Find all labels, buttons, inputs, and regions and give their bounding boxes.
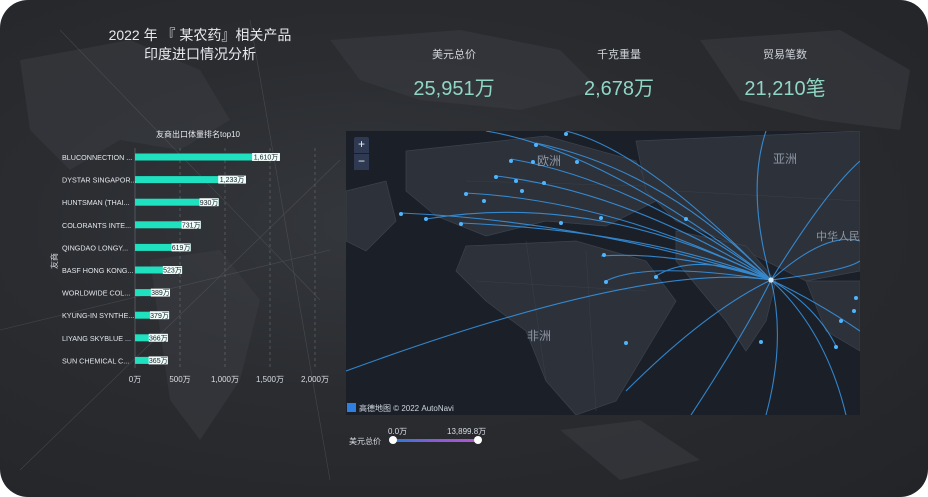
map-label-europe: 欧洲 [537, 154, 562, 168]
bar[interactable] [135, 176, 246, 184]
bar-value-label-bg [218, 175, 246, 184]
category-label: DYSTAR SINGAPOR... [62, 176, 137, 185]
kpi-label-trade-count: 贸易笔数 [763, 49, 807, 61]
category-label: SUN CHEMICAL C... [62, 356, 129, 365]
category-label: BLUCONNECTION ... [62, 153, 132, 162]
chart-title: 友商出口体量排名top10 [156, 129, 241, 139]
bar-value-label: 523万 [163, 267, 182, 275]
chart-y-axis-label: 友商 [49, 253, 59, 269]
category-label: BASF HONG KONG... [62, 266, 134, 275]
map-attribution-text: 高德地图 © 2022 AutoNavi [359, 404, 454, 413]
bar-value-label: 1,610万 [254, 154, 279, 162]
page-title-line1: 2022 年 『 某农药』相关产品 [108, 27, 292, 43]
map-label-asia: 亚洲 [773, 152, 798, 166]
legend-min-handle[interactable] [389, 436, 397, 444]
top10-bar-chart: 友商出口体量排名top10 友商 1,610万 1,233万 930万 731万 619… [49, 129, 329, 384]
bar-value-label-bg [149, 311, 170, 320]
kpi-label-usd-total: 美元总价 [432, 49, 476, 61]
kpi-value-trade-count: 21,210笔 [744, 78, 826, 100]
bar-value-label-bg [150, 288, 171, 297]
x-tick-label: 2,000万 [301, 375, 329, 384]
bar[interactable] [135, 221, 201, 229]
bar-value-label-bg [148, 333, 168, 342]
bar-value-label: 389万 [151, 289, 170, 297]
legend-gradient-bar [393, 439, 479, 442]
bar-value-label: 379万 [150, 312, 169, 320]
bar-value-label-bg [148, 356, 168, 365]
bar[interactable] [135, 243, 191, 251]
legend-label: 美元总价 [349, 437, 381, 446]
category-label: KYUNG-IN SYNTHE... [62, 311, 134, 320]
map-attribution: 高德地图 © 2022 AutoNavi [347, 403, 454, 414]
bar-value-label: 365万 [149, 357, 168, 365]
legend-max-label: 13,899.8万 [447, 427, 487, 436]
bar-value-label: 1,233万 [220, 176, 245, 184]
bar-value-label-bg [199, 198, 219, 207]
bar-value-label-bg [171, 243, 191, 252]
legend-min-label: 0.0万 [388, 427, 408, 436]
bar-value-label: 731万 [182, 221, 201, 229]
category-label: HUNTSMAN (THAI... [62, 198, 129, 207]
x-tick-label: 1,500万 [256, 375, 284, 384]
category-label: COLORANTS INTE... [62, 221, 131, 230]
bar-value-label: 366万 [149, 334, 168, 342]
bar-value-label: 619万 [172, 244, 191, 252]
category-label: QINGDAO LONGY... [62, 243, 128, 252]
x-tick-label: 500万 [169, 375, 190, 384]
map-label-china: 中华人民 [816, 231, 860, 243]
bar-value-label-bg [181, 220, 201, 229]
map-label-africa: 非洲 [527, 329, 552, 343]
map-zoom-controls: + − [354, 137, 369, 171]
kpi-value-weight: 2,678万 [583, 78, 655, 100]
kpi-label-weight: 千克重量 [597, 49, 641, 61]
x-tick-label: 1,000万 [211, 375, 239, 384]
x-tick-label: 0万 [129, 375, 141, 384]
bar[interactable] [135, 266, 183, 274]
bar-value-label: 930万 [200, 199, 219, 207]
amap-logo-icon [347, 403, 356, 412]
page-title-line2: 印度进口情况分析 [144, 46, 256, 62]
flow-map[interactable]: 欧洲 亚洲 中华人民 非洲 [346, 131, 860, 415]
category-label: LIYANG SKYBLUE ... [62, 334, 131, 343]
bar-value-label-bg [252, 153, 280, 161]
page-title: 2022 年 『 某农药』相关产品 印度进口情况分析 [100, 26, 300, 64]
bar[interactable] [135, 198, 219, 206]
bar[interactable] [135, 153, 280, 161]
legend-max-handle[interactable] [474, 436, 482, 444]
kpi-value-usd-total: 25,951万 [413, 78, 495, 100]
bar-value-label-bg [162, 266, 183, 274]
zoom-in-button[interactable]: + [354, 137, 369, 154]
category-label: WORLDWIDE COL... [62, 289, 130, 298]
map-canvas [346, 131, 860, 415]
zoom-out-button[interactable]: − [354, 154, 369, 171]
